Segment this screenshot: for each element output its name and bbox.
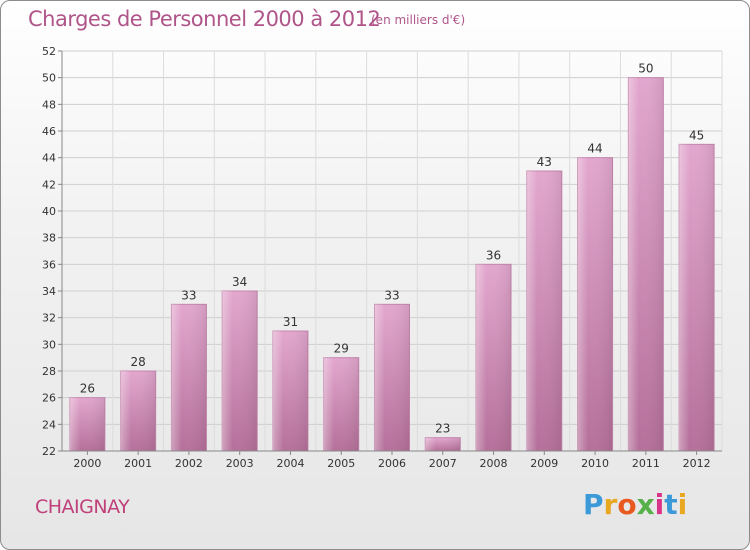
x-tick-label: 2000 [73,457,101,470]
x-tick-label: 2011 [632,457,660,470]
bar-shade [120,371,156,451]
bar-value-label: 43 [537,155,552,169]
y-tick-label: 26 [42,392,56,405]
y-tick-label: 34 [42,285,56,298]
logo-letter: x [636,488,655,521]
x-tick-label: 2005 [327,457,355,470]
logo-letter: i [654,488,665,521]
bar-value-label: 50 [638,62,653,76]
y-tick-label: 50 [42,72,56,85]
x-tick-label: 2006 [378,457,406,470]
x-tick-label: 2002 [175,457,203,470]
y-tick-label: 40 [42,205,56,218]
bar-shade [679,144,715,452]
x-tick-label: 2007 [429,457,457,470]
commune-name: CHAIGNAY [35,496,130,518]
bar-shade [425,437,461,451]
logo-letter: i [677,488,688,521]
bar-value-label: 44 [587,142,602,156]
label-layer: 26 28 33 34 31 29 33 23 36 43 44 50 45 [80,62,705,436]
y-tick-label: 22 [42,445,56,458]
bar-shade [171,304,207,451]
y-tick-label: 36 [42,258,56,271]
bar-shade [374,304,410,451]
logo-letter: r [603,488,618,521]
y-tick-label: 46 [42,125,56,138]
x-tick-label: 2008 [480,457,508,470]
y-tick-label: 52 [42,45,56,58]
chart-title: Charges de Personnel 2000 à 2012 [28,7,381,31]
bar-value-label: 36 [486,248,501,262]
bar-shade [69,397,105,451]
bar-value-label: 29 [334,342,349,356]
x-tick-label: 2009 [530,457,558,470]
bar-value-label: 23 [435,422,450,436]
logo-letter: t [664,488,678,521]
bar-value-label: 28 [131,355,146,369]
bar-value-label: 33 [384,288,399,302]
chart-subtitle: (en milliers d'€) [371,13,466,27]
y-tick-label: 30 [42,338,56,351]
x-tick-label: 2003 [226,457,254,470]
bar-shade [577,157,613,451]
bar-shade [526,171,562,451]
y-tick-label: 32 [42,312,56,325]
y-tick-label: 24 [42,418,56,431]
axis-layer: 22 24 26 28 30 32 34 36 38 40 42 44 46 48 50 52 2000 2001… [42,45,722,470]
bar-layer [69,77,715,452]
proxiti-logo: Proxiti [583,488,687,521]
x-tick-label: 2001 [124,457,152,470]
x-tick-label: 2012 [683,457,711,470]
bar-shade [323,357,359,451]
y-tick-label: 38 [42,232,56,245]
y-tick-label: 28 [42,365,56,378]
bar-shade [272,331,308,451]
logo-letter: o [617,488,637,521]
logo-letter: P [583,488,604,521]
y-tick-label: 42 [42,178,56,191]
bar-value-label: 34 [232,275,247,289]
y-tick-label: 44 [42,152,56,165]
bar-value-label: 45 [689,128,704,142]
bar-value-label: 33 [181,288,196,302]
bar-value-label: 26 [80,382,95,396]
bar-shade [222,291,258,451]
bar-shade [628,77,664,452]
y-tick-label: 48 [42,98,56,111]
bar-shade [476,264,512,451]
bar-value-label: 31 [283,315,298,329]
x-tick-label: 2010 [581,457,609,470]
x-tick-label: 2004 [276,457,304,470]
